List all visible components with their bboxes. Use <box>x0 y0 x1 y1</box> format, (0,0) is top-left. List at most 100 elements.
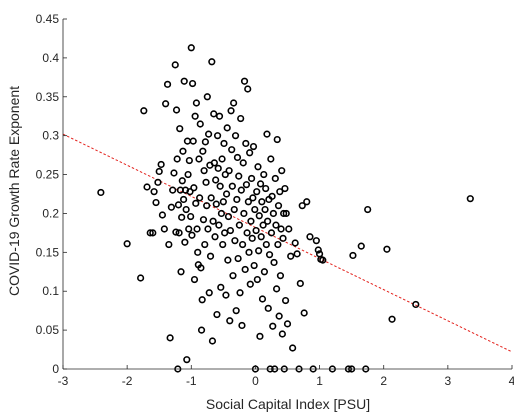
data-point <box>196 120 204 128</box>
data-point <box>267 229 276 237</box>
data-point <box>197 326 206 334</box>
data-point <box>238 321 246 330</box>
data-point <box>214 164 222 172</box>
data-point <box>383 245 391 253</box>
data-point <box>250 261 258 270</box>
data-point <box>235 221 243 229</box>
data-point <box>206 252 215 260</box>
data-point <box>219 240 227 249</box>
data-point <box>276 188 284 196</box>
data-point <box>172 106 181 114</box>
data-point <box>255 212 263 220</box>
data-point <box>273 135 281 144</box>
data-point <box>146 229 154 237</box>
data-point <box>269 322 277 330</box>
data-point <box>264 217 272 225</box>
data-point <box>150 188 158 196</box>
data-point <box>249 142 258 151</box>
data-point <box>172 228 180 236</box>
data-point <box>244 85 252 93</box>
data-point <box>205 289 213 297</box>
data-point <box>244 198 252 206</box>
data-point <box>183 356 191 364</box>
data-point <box>268 192 276 200</box>
data-point <box>189 137 197 145</box>
data-point <box>221 229 229 237</box>
data-point <box>261 205 269 214</box>
data-point <box>212 200 220 208</box>
data-point <box>298 202 306 210</box>
data-point <box>272 221 280 229</box>
data-point <box>185 156 193 165</box>
data-point <box>170 169 178 177</box>
data-point <box>210 110 218 118</box>
data-point <box>226 317 234 325</box>
data-point <box>199 147 207 155</box>
data-point <box>230 99 238 107</box>
data-point <box>137 274 145 282</box>
data-point <box>267 155 275 163</box>
data-point <box>252 226 260 235</box>
data-point <box>248 234 256 242</box>
data-point <box>275 312 283 320</box>
data-point <box>291 239 299 247</box>
data-point <box>231 132 240 140</box>
data-point <box>222 291 230 299</box>
y-tick-label: 0.45 <box>36 12 60 26</box>
data-point <box>319 256 327 264</box>
data-point <box>227 107 235 115</box>
data-point <box>203 93 211 101</box>
data-point <box>173 155 181 163</box>
data-point <box>165 240 173 249</box>
data-point <box>154 178 162 186</box>
data-point <box>312 237 320 245</box>
data-point <box>149 229 157 237</box>
data-point <box>281 184 289 193</box>
data-point <box>274 240 282 249</box>
data-point <box>191 112 199 120</box>
y-tick-label: 0 <box>52 362 59 376</box>
data-point <box>213 310 221 319</box>
data-point <box>237 114 245 123</box>
data-point <box>212 176 220 184</box>
data-point <box>200 167 208 175</box>
data-point <box>179 147 187 155</box>
data-point <box>289 344 297 352</box>
data-point <box>245 248 253 256</box>
data-point <box>217 209 226 218</box>
data-point <box>388 315 396 323</box>
data-point <box>188 79 197 88</box>
x-tick-label: 4 <box>509 374 514 388</box>
data-point <box>242 181 251 189</box>
data-point <box>218 155 226 163</box>
data-point <box>97 188 105 197</box>
data-point <box>260 268 269 276</box>
data-point <box>253 188 261 196</box>
points-layer <box>97 44 474 373</box>
data-point <box>349 251 357 260</box>
data-point <box>198 296 206 304</box>
data-point <box>157 160 165 169</box>
data-point <box>265 251 274 259</box>
data-point <box>143 183 151 191</box>
data-point <box>199 216 208 224</box>
data-point <box>281 296 290 305</box>
data-point <box>235 172 243 180</box>
data-point <box>293 250 301 258</box>
data-point <box>187 44 195 52</box>
data-point <box>260 170 268 179</box>
data-point <box>155 167 163 176</box>
data-point <box>203 202 211 210</box>
y-tick-label: 0.35 <box>36 90 60 104</box>
data-point <box>364 205 372 214</box>
data-point <box>264 304 272 312</box>
data-point <box>247 174 256 183</box>
data-point <box>274 202 283 210</box>
data-point <box>258 198 266 206</box>
data-point <box>237 186 245 194</box>
data-point <box>257 233 265 241</box>
data-point <box>169 186 177 194</box>
data-point <box>192 99 201 107</box>
x-tick-label: 3 <box>445 374 452 388</box>
